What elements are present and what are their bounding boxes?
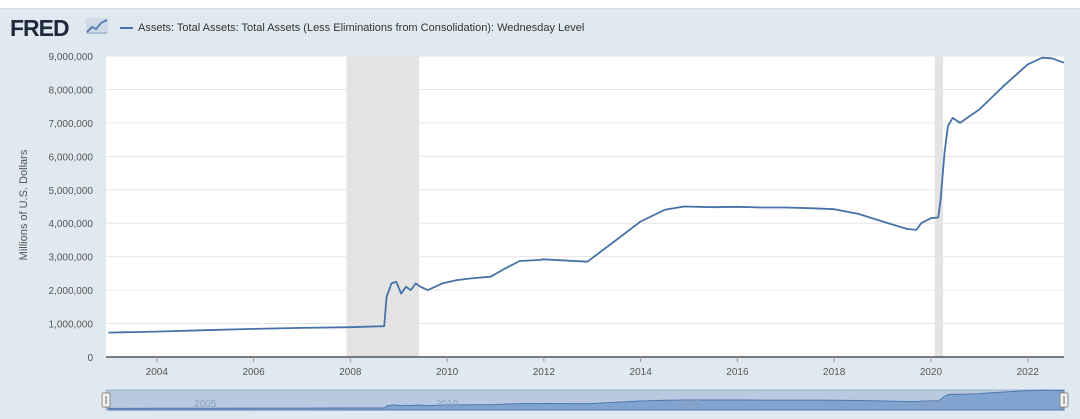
fred-logo[interactable]: FRED (10, 15, 70, 41)
x-tick-label: 2018 (823, 367, 846, 378)
legend-label: Assets: Total Assets: Total Assets (Less… (138, 22, 585, 34)
y-tick-label: 3,000,000 (49, 253, 94, 264)
x-tick-label: 2004 (146, 367, 169, 378)
series-legend[interactable]: Assets: Total Assets: Total Assets (Less… (120, 22, 584, 34)
navigator-label: 2005 (194, 399, 217, 410)
y-tick-label: 1,000,000 (49, 320, 94, 331)
top-bar (0, 0, 1080, 9)
x-tick-label: 2010 (436, 367, 459, 378)
y-tick-label: 5,000,000 (49, 186, 94, 197)
y-tick-label: 8,000,000 (49, 85, 94, 96)
y-tick-label: 2,000,000 (49, 286, 94, 297)
navigator-label: 2015 (678, 399, 701, 410)
x-tick-label: 2012 (533, 367, 556, 378)
y-tick-label: 6,000,000 (49, 152, 94, 163)
plot-area (106, 56, 1064, 357)
navigator-label: 2010 (436, 399, 459, 410)
navigator-series-area (107, 389, 1065, 411)
legend-line-swatch (120, 27, 133, 30)
y-tick-label: 9,000,000 (49, 52, 94, 63)
x-tick-label: 2016 (726, 367, 749, 378)
x-tick-label: 2014 (630, 367, 653, 378)
x-tick-label: 2008 (339, 367, 362, 378)
x-tick-label: 2020 (920, 367, 943, 378)
chart: 0 1,000,000 2,000,000 3,000,000 4,000,000 5,0… (18, 52, 1065, 378)
x-tick-label: 2022 (1017, 367, 1040, 378)
x-tick-label: 2006 (242, 367, 265, 378)
series-line[interactable] (108, 56, 1065, 334)
y-tick-label: 0 (87, 353, 93, 364)
chart-header: FRED Assets: Total Assets: Total Assets … (0, 10, 1080, 46)
y-tick-label: 4,000,000 (49, 219, 94, 230)
y-tick-label: 7,000,000 (49, 119, 94, 130)
chart-line-icon (86, 18, 108, 34)
navigator-label: 2020 (920, 399, 943, 410)
y-axis-label: Millions of U.S. Dollars (18, 149, 30, 260)
recession-shade (346, 56, 420, 357)
